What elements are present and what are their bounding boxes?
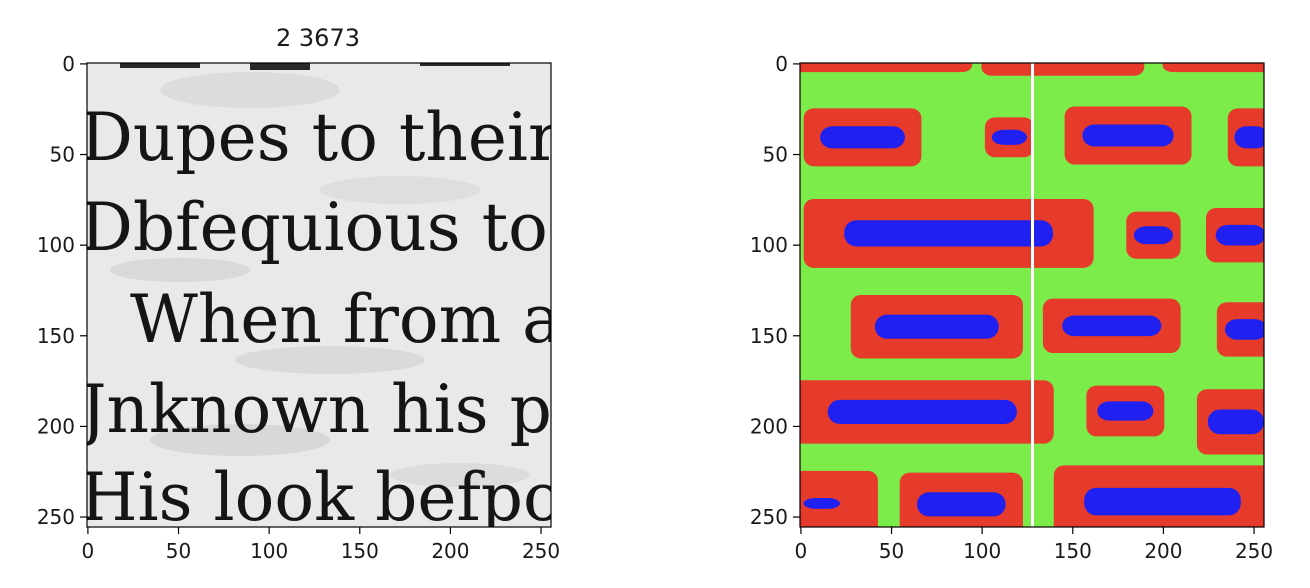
left-y-tick-label: 100 bbox=[37, 233, 75, 257]
segmentation-core bbox=[803, 498, 841, 509]
right-x-axis: 0 50 100 150 200 250 bbox=[795, 527, 1273, 563]
left-panel-title: 2 3673 bbox=[276, 24, 360, 52]
left-x-tick-label: 0 bbox=[82, 539, 95, 563]
segmentation-separator bbox=[1031, 63, 1034, 527]
right-x-tick-label: 250 bbox=[1235, 539, 1273, 563]
right-x-tick-label: 50 bbox=[879, 539, 904, 563]
right-y-tick-label: 200 bbox=[750, 414, 788, 438]
left-x-tick-label: 100 bbox=[250, 539, 288, 563]
segmentation-block bbox=[981, 63, 1145, 76]
segmentation-core bbox=[1207, 409, 1264, 435]
left-x-tick-label: 50 bbox=[166, 539, 191, 563]
left-x-tick-label: 200 bbox=[431, 539, 469, 563]
left-y-tick-label: 250 bbox=[37, 505, 75, 529]
right-y-tick-label: 250 bbox=[750, 505, 788, 529]
left-x-tick-label: 150 bbox=[341, 539, 379, 563]
left-y-tick-label: 0 bbox=[62, 52, 75, 76]
segmentation-core bbox=[1084, 487, 1241, 516]
segmentation-core bbox=[820, 126, 905, 149]
left-x-tick-label: 250 bbox=[522, 539, 560, 563]
right-y-tick-label: 50 bbox=[763, 143, 788, 167]
segmentation-core bbox=[916, 492, 1006, 517]
left-y-tick-label: 150 bbox=[37, 324, 75, 348]
scan-line-1: Dupes to their fa bbox=[80, 99, 644, 176]
right-plot-frame bbox=[799, 62, 1265, 528]
left-y-axis: 0 50 100 150 200 250 bbox=[37, 52, 87, 529]
scan-line-3: When from an bbox=[130, 281, 604, 358]
right-x-tick-label: 0 bbox=[795, 539, 808, 563]
right-x-tick-label: 200 bbox=[1144, 539, 1182, 563]
right-y-tick-label: 150 bbox=[750, 324, 788, 348]
left-plot-frame bbox=[86, 62, 552, 528]
right-y-tick-label: 100 bbox=[750, 233, 788, 257]
right-x-tick-label: 100 bbox=[963, 539, 1001, 563]
scan-line-4: Jnknown his pe bbox=[74, 371, 591, 448]
scan-line-2: Dbfequious to th bbox=[80, 189, 638, 266]
segmentation-block bbox=[800, 63, 973, 73]
scanned-text-image: Dupes to their fa Dbfequious to th When … bbox=[74, 63, 644, 536]
segmentation-core bbox=[1062, 315, 1162, 337]
right-x-tick-label: 150 bbox=[1054, 539, 1092, 563]
left-y-tick-label: 50 bbox=[50, 143, 75, 167]
segmentation-map bbox=[800, 63, 1264, 527]
segmentation-core bbox=[1133, 226, 1174, 245]
left-panel: 2 3673 Dupes to their fa Dbfequious to t… bbox=[37, 24, 644, 563]
segmentation-core bbox=[991, 129, 1027, 145]
segmentation-core bbox=[1234, 126, 1264, 149]
right-y-axis: 0 50 100 150 200 250 bbox=[750, 52, 800, 529]
segmentation-core bbox=[874, 314, 999, 339]
left-y-tick-label: 200 bbox=[37, 414, 75, 438]
segmentation-block bbox=[1162, 63, 1264, 73]
segmentation-core bbox=[1215, 224, 1264, 246]
scan-line-5: His look befpoke bbox=[80, 459, 642, 536]
right-y-tick-label: 0 bbox=[775, 52, 788, 76]
segmentation-core bbox=[1224, 319, 1264, 340]
left-x-axis: 0 50 100 150 200 250 bbox=[82, 527, 560, 563]
segmentation-core bbox=[827, 399, 1017, 424]
right-panel: 0 50 100 150 200 250 0 50 100 150 200 250 bbox=[750, 52, 1273, 563]
segmentation-core bbox=[844, 220, 1054, 247]
segmentation-core bbox=[1082, 124, 1174, 147]
segmentation-core bbox=[1097, 401, 1154, 421]
